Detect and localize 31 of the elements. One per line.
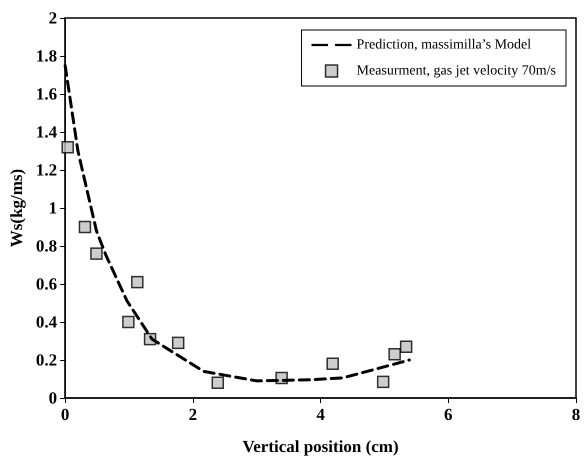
legend-label: Measurment, gas jet velocity 70m/s	[356, 64, 556, 78]
legend-label: Prediction, massimilla’s Model	[356, 38, 532, 52]
y-tick-label: 0	[48, 388, 58, 408]
y-tick-label: 1.8	[36, 46, 58, 66]
point	[122, 316, 135, 328]
point	[78, 220, 92, 234]
y-tick-label: 0.4	[36, 312, 58, 332]
x-tick-label: 0	[60, 405, 70, 424]
y-tick-label: 1	[48, 198, 58, 218]
y-tick-label: 0.6	[36, 274, 58, 294]
point	[131, 276, 144, 288]
point	[400, 340, 412, 353]
x-axis-title: Vertical position (cm)	[242, 437, 399, 456]
y-tick-label: 1.6	[36, 84, 58, 104]
y-axis-title: Ws(kg/ms)	[7, 168, 26, 248]
point	[172, 336, 184, 350]
x-tick-label: 4	[316, 405, 326, 424]
x-tick-label: 6	[444, 405, 453, 424]
y-tick-label: 0.2	[36, 350, 58, 370]
y-tick-label: 1.4	[36, 122, 58, 142]
point	[212, 376, 224, 390]
x-tick-label: 8	[572, 405, 580, 424]
point	[376, 376, 390, 388]
y-tick-label: 2	[48, 8, 58, 28]
point	[326, 358, 339, 370]
point	[90, 247, 103, 260]
y-tick-label: 0.8	[36, 236, 58, 256]
x-tick-label: 2	[188, 405, 198, 424]
point	[388, 348, 401, 361]
y-tick-label: 1.2	[36, 160, 58, 180]
point	[61, 140, 74, 154]
